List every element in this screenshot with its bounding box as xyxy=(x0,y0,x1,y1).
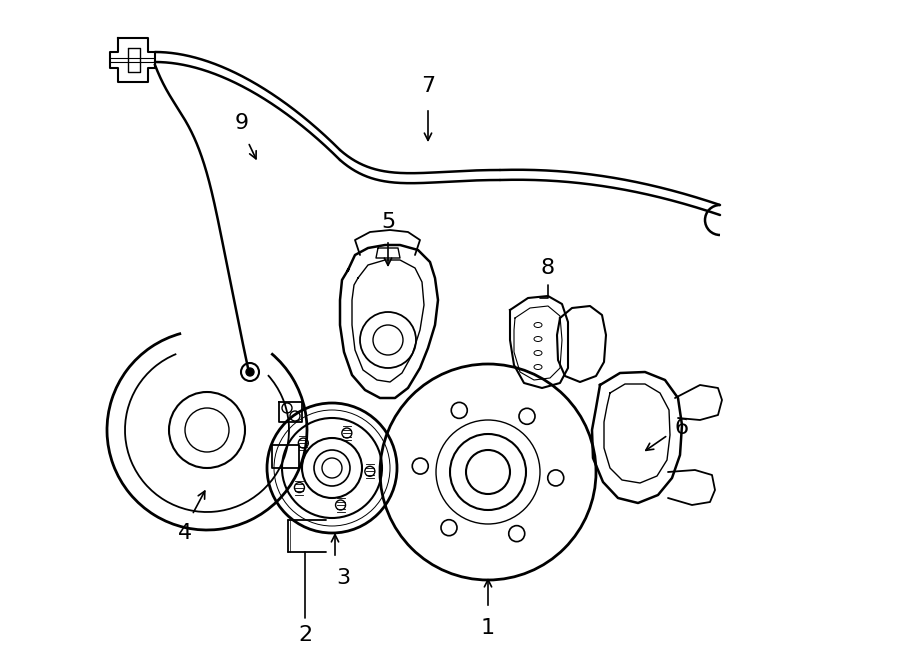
Text: 1: 1 xyxy=(481,618,495,638)
Text: 4: 4 xyxy=(178,523,192,543)
Circle shape xyxy=(342,428,352,438)
Text: 9: 9 xyxy=(235,113,249,133)
Text: 6: 6 xyxy=(675,418,689,438)
Circle shape xyxy=(298,438,309,448)
Text: 7: 7 xyxy=(421,76,435,96)
Circle shape xyxy=(294,483,304,492)
Circle shape xyxy=(364,466,375,477)
Text: 2: 2 xyxy=(298,625,312,645)
Text: 5: 5 xyxy=(381,212,395,232)
Circle shape xyxy=(246,368,254,376)
Text: 8: 8 xyxy=(541,258,555,278)
Text: 3: 3 xyxy=(336,568,350,588)
Circle shape xyxy=(336,500,346,510)
